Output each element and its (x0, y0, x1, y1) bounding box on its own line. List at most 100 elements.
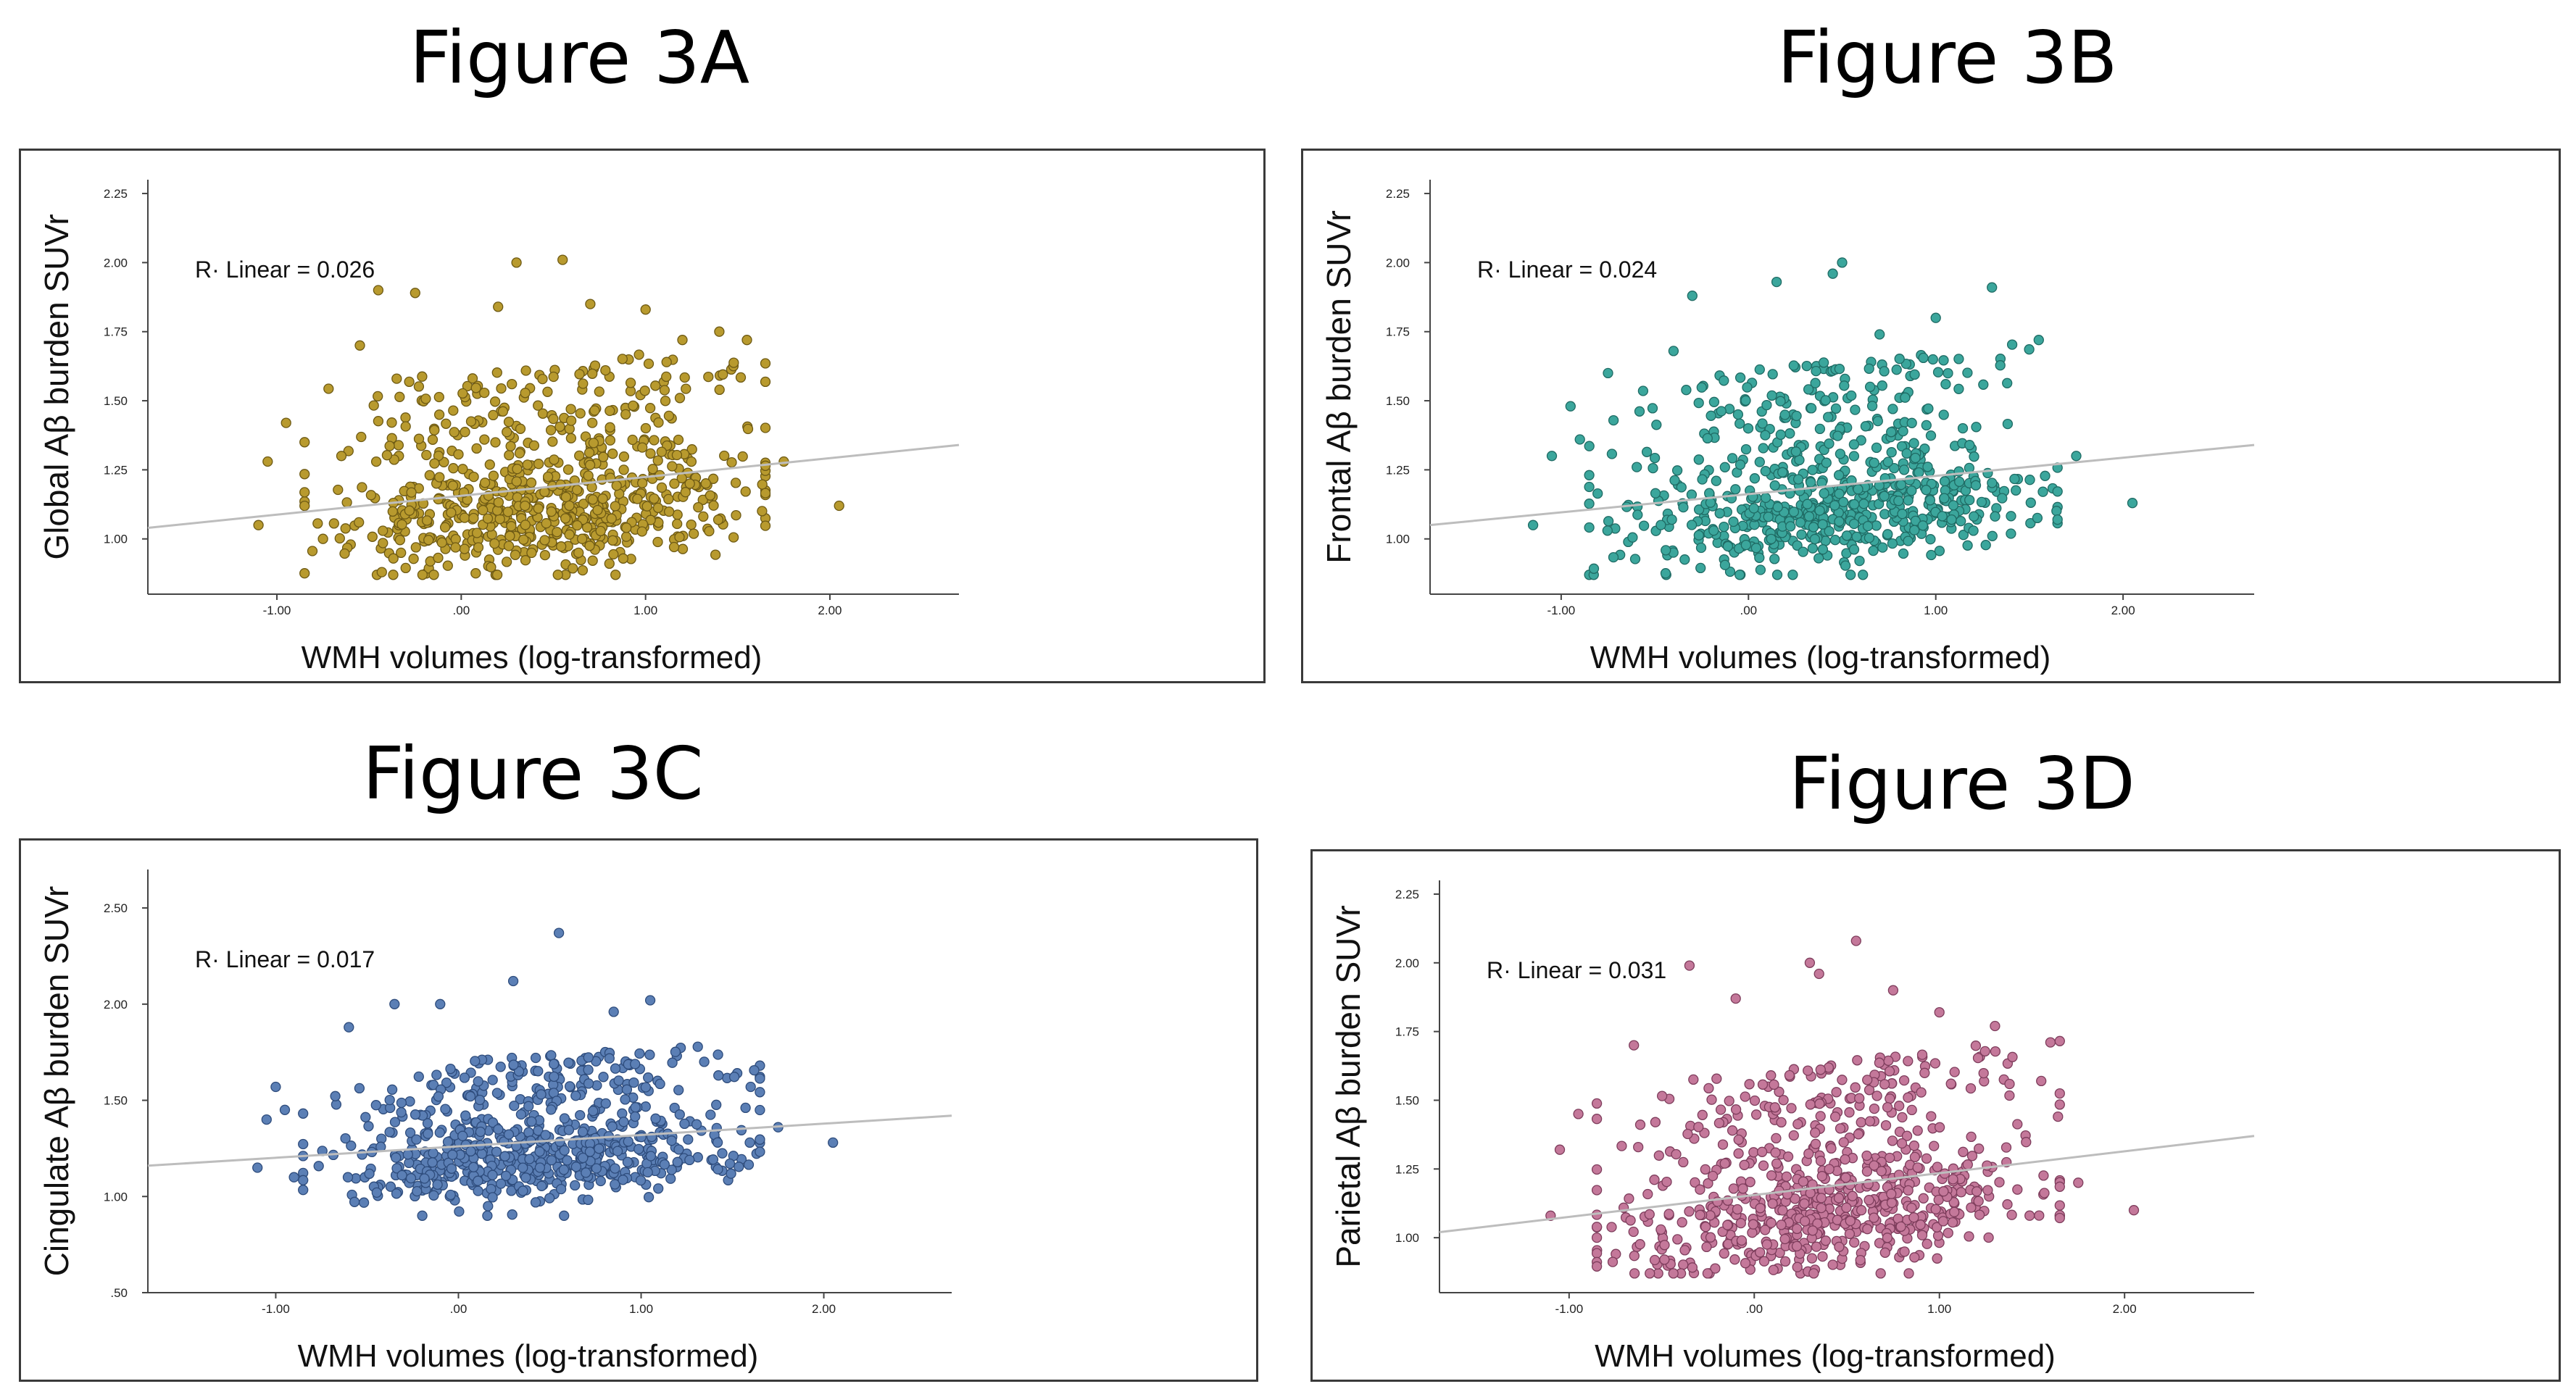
data-point (412, 1185, 423, 1197)
data-point (421, 449, 432, 461)
data-point (1956, 516, 1966, 527)
y-tick-label: 1.00 (1386, 533, 1410, 546)
data-point (577, 564, 589, 576)
data-point (1684, 960, 1695, 971)
data-point (1763, 512, 1774, 522)
data-point (1969, 511, 1979, 522)
data-point (518, 534, 529, 545)
data-point (663, 410, 675, 422)
data-point (744, 1137, 755, 1148)
data-point (2034, 1210, 2045, 1221)
data-point (1850, 1082, 1861, 1093)
data-point (1807, 464, 1818, 475)
data-point (1813, 553, 1824, 564)
data-point (1651, 420, 1662, 430)
data-point (1862, 1224, 1873, 1235)
data-point (1932, 367, 1944, 378)
r-squared-annotation: R· Linear = 0.031 (1487, 957, 1666, 983)
data-point (1948, 500, 1959, 511)
data-point (1713, 1117, 1725, 1129)
data-point (704, 525, 715, 537)
data-point (553, 927, 565, 938)
data-point (708, 500, 719, 511)
data-point (298, 1185, 309, 1196)
data-point (1724, 566, 1736, 577)
data-point (1769, 1102, 1780, 1113)
data-point (1840, 1154, 1850, 1165)
data-point (545, 425, 557, 435)
data-point (1706, 1094, 1717, 1105)
data-point (1777, 1205, 1788, 1216)
data-point (1808, 1268, 1819, 1279)
data-point (644, 1049, 655, 1060)
data-point (1740, 539, 1752, 551)
data-point (581, 1167, 591, 1178)
data-point (1864, 1195, 1874, 1206)
data-point (604, 435, 616, 446)
data-point (592, 504, 603, 516)
data-point (1679, 1245, 1690, 1256)
data-point (1769, 1079, 1779, 1091)
data-point (604, 405, 615, 417)
data-point (436, 537, 447, 548)
data-point (1584, 441, 1595, 451)
data-point (1874, 1057, 1885, 1068)
data-point (1803, 384, 1814, 395)
data-point (1990, 511, 2000, 522)
data-point (1527, 520, 1539, 530)
data-point (1776, 1117, 1787, 1128)
data-point (622, 1156, 633, 1167)
data-point (1854, 555, 1865, 567)
data-point (1815, 1156, 1827, 1167)
data-point (536, 1180, 547, 1191)
data-point (1953, 354, 1964, 364)
data-point (1864, 1085, 1875, 1096)
data-point (684, 1154, 695, 1166)
data-point (470, 1056, 481, 1067)
data-point (1819, 488, 1829, 499)
data-point (1814, 505, 1825, 516)
data-point (1719, 1248, 1729, 1259)
data-point (1887, 404, 1898, 414)
data-point (554, 1136, 565, 1147)
data-point (515, 423, 526, 434)
data-point (1769, 554, 1780, 564)
data-point (586, 482, 597, 493)
data-point (1722, 1219, 1733, 1230)
data-point (2012, 1184, 2023, 1195)
data-point (630, 1059, 641, 1069)
data-point (1938, 409, 1949, 420)
data-point (1851, 531, 1862, 542)
data-point (533, 459, 544, 470)
data-point (730, 478, 741, 488)
data-point (1702, 1268, 1713, 1279)
data-point (1591, 1185, 1603, 1196)
data-point (483, 1201, 494, 1212)
data-point (449, 427, 460, 438)
data-point (1703, 1178, 1713, 1189)
data-point (1903, 1185, 1914, 1196)
data-point (1846, 390, 1857, 401)
data-point (378, 525, 389, 536)
data-point (643, 1192, 655, 1203)
data-point (717, 1148, 728, 1159)
data-point (1837, 1075, 1848, 1085)
data-point (621, 1084, 633, 1095)
data-point (1856, 1117, 1866, 1128)
data-point (559, 1210, 570, 1221)
data-point (1668, 1268, 1679, 1279)
data-point (342, 1172, 354, 1183)
fit-line (147, 1114, 952, 1167)
data-point (1679, 554, 1690, 565)
x-tick-label: 2.00 (812, 1302, 836, 1316)
x-tick-label: .00 (450, 1302, 468, 1316)
data-point (2052, 514, 2063, 525)
data-point (563, 1125, 575, 1135)
data-point (1903, 1056, 1914, 1067)
x-axis-label: WMH volumes (log-transformed) (1595, 1338, 2056, 1374)
y-tick-label: 1.25 (1395, 1162, 1419, 1176)
data-point (417, 1210, 428, 1221)
data-point (726, 1168, 736, 1179)
data-point (1939, 493, 1950, 504)
data-point (1779, 409, 1790, 420)
